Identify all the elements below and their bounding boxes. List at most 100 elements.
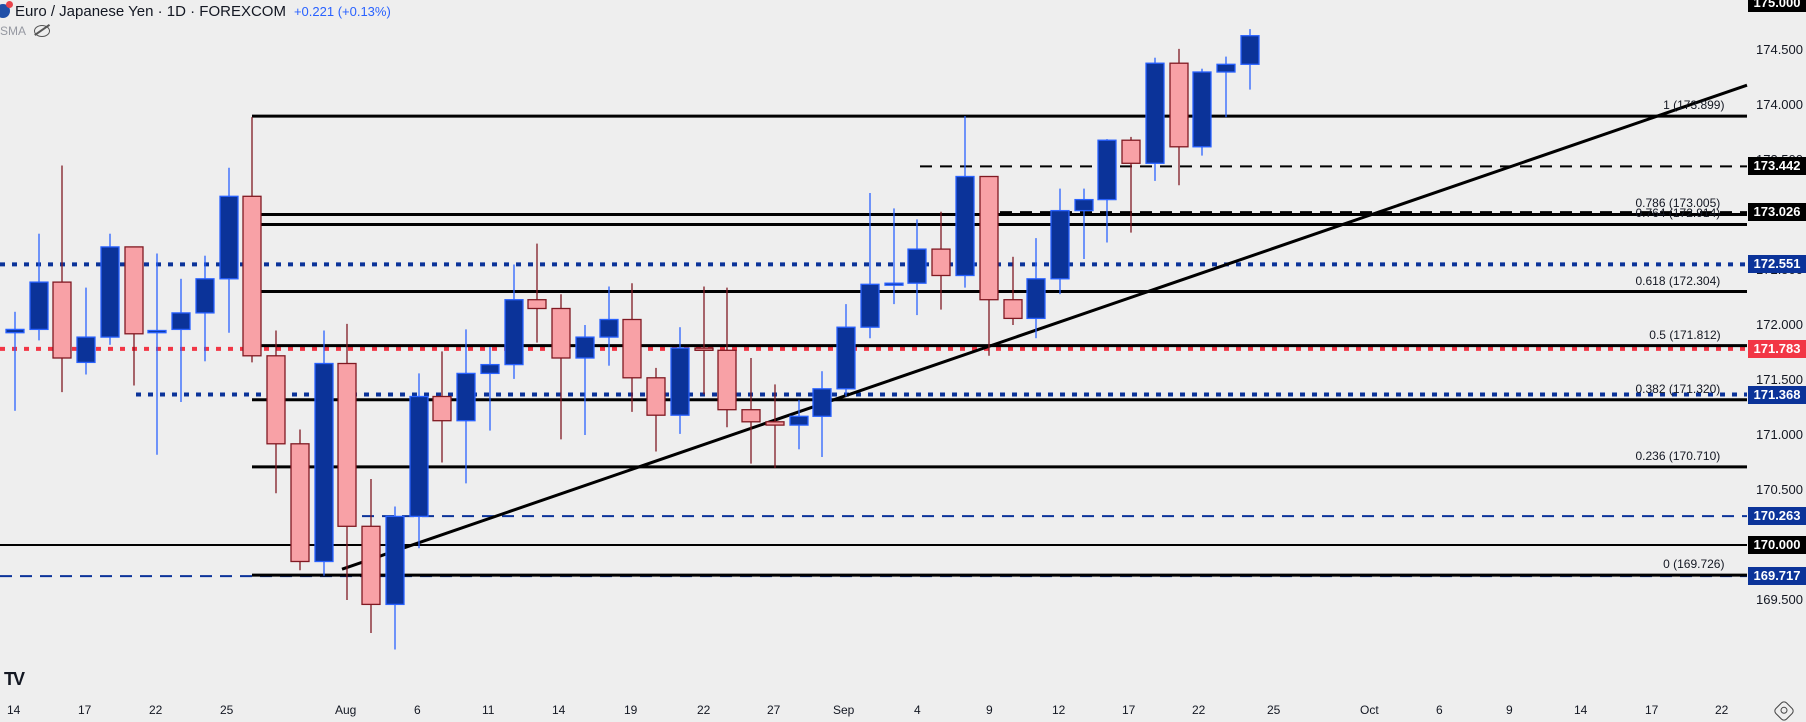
bearish-candle[interactable] <box>337 323 357 600</box>
x-axis-tick: 17 <box>78 703 92 717</box>
hidden-eye-icon[interactable] <box>34 25 51 37</box>
bullish-candle[interactable] <box>1216 56 1236 118</box>
x-axis-tick: 22 <box>697 703 711 717</box>
fib-level-label: 0.236 (170.710) <box>1635 448 1721 463</box>
price-level-tag[interactable]: 171.783 <box>1748 339 1806 358</box>
bearish-candle[interactable] <box>717 287 737 428</box>
eur-jpy-flag-icon <box>0 1 13 18</box>
x-axis-tick: 22 <box>149 703 163 717</box>
bullish-candle[interactable] <box>907 219 927 316</box>
price-level-tag[interactable]: 170.000 <box>1748 536 1806 554</box>
bearish-candle[interactable] <box>52 165 72 393</box>
bullish-candle[interactable] <box>1192 68 1212 156</box>
bearish-candle[interactable] <box>646 367 666 452</box>
x-axis-tick: 17 <box>1122 703 1136 717</box>
fib-level-label: 1 (173.899) <box>1663 98 1725 113</box>
bearish-candle[interactable] <box>1169 48 1189 186</box>
x-axis-tick: 12 <box>1052 703 1066 717</box>
bullish-candle[interactable] <box>1026 238 1046 339</box>
fib-level-label: 0.786 (173.005) <box>1635 196 1721 211</box>
y-axis-tick: 171.000 <box>1756 427 1803 442</box>
bullish-candle[interactable] <box>195 255 215 362</box>
indicator-legend: SMA <box>0 24 51 38</box>
fib-level-label: 0 (169.726) <box>1663 557 1725 572</box>
bullish-candle[interactable] <box>1145 57 1165 181</box>
bearish-candle[interactable] <box>622 283 642 412</box>
bullish-candle[interactable] <box>480 347 500 431</box>
bearish-candle[interactable] <box>979 175 999 356</box>
x-axis-tick: 11 <box>482 703 495 717</box>
bullish-candle[interactable] <box>219 167 239 333</box>
bullish-candle[interactable] <box>147 253 167 455</box>
bearish-candle[interactable] <box>361 479 381 633</box>
x-axis-tick: 14 <box>1574 703 1588 717</box>
y-axis-tick: 171.500 <box>1756 372 1803 387</box>
price-change: +0.221 (+0.13%) <box>293 3 391 19</box>
bearish-candle[interactable] <box>741 358 761 464</box>
bearish-candle[interactable] <box>266 330 286 494</box>
bearish-candle[interactable] <box>124 246 144 386</box>
fib-level-label: 0.5 (171.812) <box>1649 327 1721 342</box>
x-axis-tick: Aug <box>335 703 357 717</box>
bearish-candle[interactable] <box>931 211 951 310</box>
bullish-candle[interactable] <box>836 304 856 397</box>
bearish-candle[interactable] <box>1003 256 1023 325</box>
symbol-legend: Euro / Japanese Yen · 1D · FOREXCOM +0.2… <box>0 0 391 22</box>
fib-level-label: 0.764 (172.914) <box>1635 206 1721 221</box>
bearish-candle[interactable] <box>432 351 452 463</box>
bullish-candle[interactable] <box>1097 139 1117 243</box>
bearish-candle[interactable] <box>290 429 310 571</box>
bullish-candle[interactable] <box>670 327 690 434</box>
bullish-candle[interactable] <box>1050 188 1070 295</box>
y-axis-tick: 170.500 <box>1756 482 1803 497</box>
x-axis-tick: 19 <box>624 703 638 717</box>
bullish-candle[interactable] <box>860 193 880 339</box>
bullish-candle[interactable] <box>100 233 120 345</box>
bullish-candle[interactable] <box>409 373 429 549</box>
price-level-tag[interactable]: 169.717 <box>1748 567 1806 586</box>
bearish-candle[interactable] <box>242 117 262 363</box>
x-axis-tick: 6 <box>1436 703 1443 717</box>
price-level-tag[interactable]: 172.551 <box>1748 255 1806 274</box>
bullish-candle[interactable] <box>171 278 191 402</box>
bullish-candle[interactable] <box>789 399 809 450</box>
x-axis-tick: 22 <box>1192 703 1206 717</box>
price-level-tag[interactable]: 173.026 <box>1748 203 1806 222</box>
x-axis-tick: 17 <box>1645 703 1659 717</box>
sma-label[interactable]: SMA <box>0 24 27 38</box>
bullish-candle[interactable] <box>456 329 476 484</box>
price-level-tag[interactable]: 173.442 <box>1748 157 1806 176</box>
bearish-candle[interactable] <box>765 384 785 468</box>
x-axis-tick: 14 <box>552 703 566 717</box>
bearish-candle[interactable] <box>527 243 547 343</box>
x-axis-tick: 6 <box>414 703 421 717</box>
bullish-candle[interactable] <box>1074 188 1094 259</box>
bullish-candle[interactable] <box>575 325 595 435</box>
bullish-candle[interactable] <box>385 506 405 650</box>
bullish-candle[interactable] <box>812 371 832 457</box>
bullish-candle[interactable] <box>955 116 975 288</box>
y-axis-tick: 169.500 <box>1756 592 1803 607</box>
trendline[interactable] <box>341 83 1748 571</box>
y-axis-tick: 174.000 <box>1756 97 1803 112</box>
symbol-title[interactable]: Euro / Japanese Yen · 1D · FOREXCOM <box>15 2 286 20</box>
bullish-candle[interactable] <box>504 264 524 379</box>
bullish-candle[interactable] <box>5 311 25 411</box>
price-level-tag[interactable]: 170.263 <box>1748 507 1806 526</box>
bullish-candle[interactable] <box>76 287 96 375</box>
x-axis-tick: 4 <box>914 703 921 717</box>
bullish-candle[interactable] <box>29 233 49 341</box>
price-level-tag[interactable]: 171.368 <box>1748 385 1806 404</box>
bullish-candle[interactable] <box>314 330 334 576</box>
x-axis-tick: Oct <box>1360 703 1379 717</box>
y-axis-tick: 174.500 <box>1756 42 1803 57</box>
y-axis-tick: 172.000 <box>1756 317 1803 332</box>
bullish-candle[interactable] <box>884 208 904 305</box>
bullish-candle[interactable] <box>599 286 619 366</box>
x-axis-tick: 9 <box>986 703 993 717</box>
bearish-candle[interactable] <box>551 294 571 440</box>
bearish-candle[interactable] <box>1121 136 1141 233</box>
bearish-candle[interactable] <box>694 286 714 395</box>
bullish-candle[interactable] <box>1240 29 1260 90</box>
